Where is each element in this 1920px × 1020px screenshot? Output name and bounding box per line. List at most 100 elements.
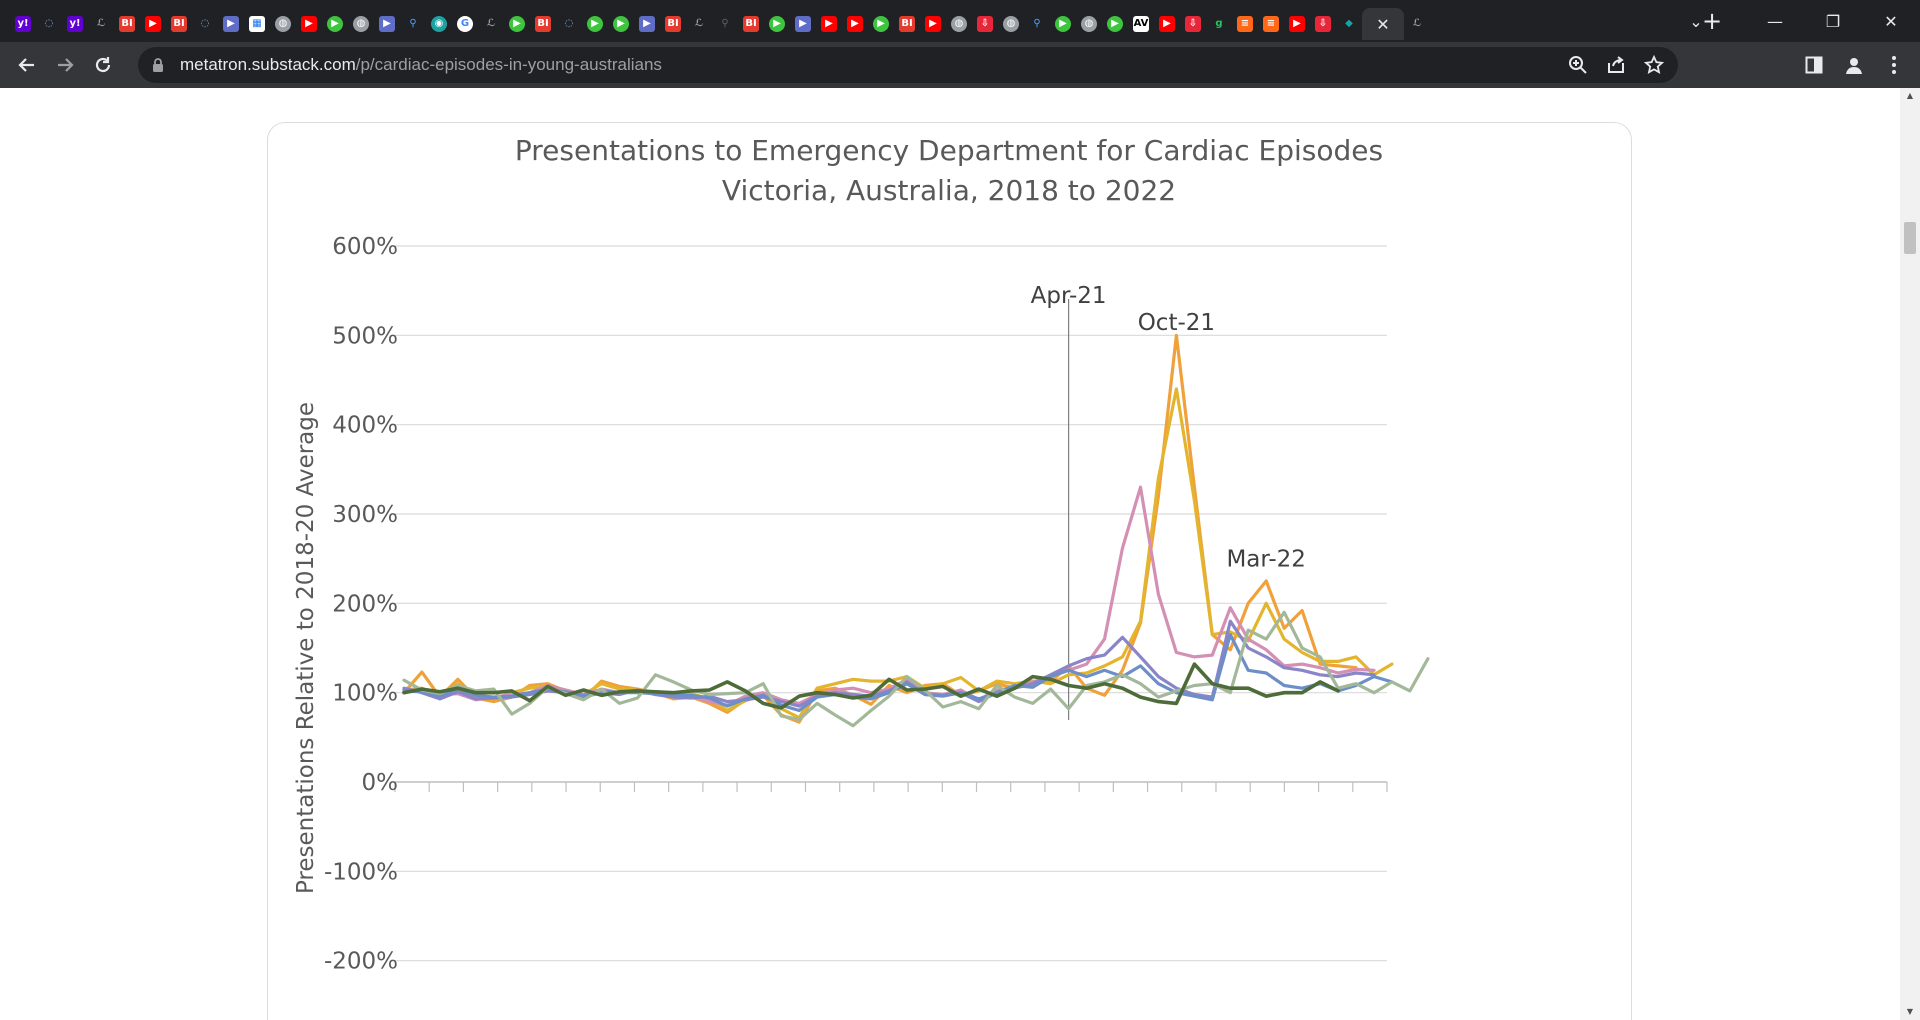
bookmark-icon: ≡ [1263,16,1279,32]
browser-tab[interactable]: ℒ [478,8,504,40]
browser-tab[interactable]: G [452,8,478,40]
browser-tab[interactable]: ◌ [36,8,62,40]
tab-list: y! ◌ y! ℒ BI ▶ BI ◌ ▶ ▦ ◍ ▶ ▶ ◍ ▶ ⚲ ◉ G ℒ ▶ BI ◌ ▶ ▶ ▶ BI ℒ ⚲ BI ▶ ▶ ▶ ▶… [0,0,1690,42]
series-line [402,485,1376,707]
browser-tab[interactable]: ▶ [1284,8,1310,40]
browser-tab[interactable]: g [1206,8,1232,40]
browser-tab[interactable]: BI [894,8,920,40]
globe-icon: ◍ [1003,16,1019,32]
browser-tab[interactable]: BI [530,8,556,40]
forward-arrow-icon [58,58,74,72]
browser-tab[interactable]: ◍ [998,8,1024,40]
bird-icon: ◆ [1341,16,1357,32]
series-line [402,662,1340,710]
browser-tab[interactable]: ▶ [1050,8,1076,40]
share-icon[interactable] [1606,55,1626,75]
browser-tab[interactable]: ◉ [426,8,452,40]
business-insider-icon: BI [899,16,915,32]
forward-button[interactable] [46,46,84,84]
reload-button[interactable] [84,46,122,84]
browser-tab[interactable]: ▦ [244,8,270,40]
url-text[interactable]: metatron.substack.com/p/cardiac-episodes… [180,55,662,75]
lock-icon[interactable] [152,58,166,72]
scroll-thumb[interactable] [1904,222,1916,254]
yahoo-icon: y! [67,16,83,32]
play-icon: ▶ [613,16,629,32]
browser-tab[interactable]: ⚲ [400,8,426,40]
browser-tab[interactable]: ▶ [374,8,400,40]
youtube-icon: ▶ [847,16,863,32]
vertical-scrollbar[interactable]: ▲ ▼ [1900,88,1920,1020]
browser-tab[interactable]: ▶ [322,8,348,40]
side-panel-icon[interactable] [1794,45,1834,85]
tab-search-chevron-down-icon[interactable]: ⌄ [1689,11,1703,31]
browser-tab[interactable]: BI [114,8,140,40]
browser-tab[interactable]: ℒ [1404,8,1430,40]
browser-tab[interactable]: BI [166,8,192,40]
new-tab-button[interactable]: + [1701,7,1723,35]
address-bar[interactable]: metatron.substack.com/p/cardiac-episodes… [138,47,1678,83]
browser-tab[interactable]: ▶ [868,8,894,40]
browser-tab[interactable]: ▶ [504,8,530,40]
scroll-up-arrow-icon[interactable]: ▲ [1906,91,1914,100]
globe-icon: ◍ [951,16,967,32]
browser-tab[interactable]: ▶ [582,8,608,40]
browser-tab[interactable]: ℒ [88,8,114,40]
browser-tab[interactable]: ◍ [946,8,972,40]
browser-tab[interactable]: ◌ [192,8,218,40]
google-icon: G [457,16,473,32]
menu-kebab-icon[interactable] [1874,45,1914,85]
youtube-icon: ▶ [821,16,837,32]
browser-tab[interactable]: y! [10,8,36,40]
browser-tab[interactable]: ▶ [140,8,166,40]
browser-tab[interactable]: ▶ [296,8,322,40]
browser-tab[interactable]: ▶ [764,8,790,40]
browser-tab[interactable]: ◌ [556,8,582,40]
browser-tab[interactable]: ▶ [842,8,868,40]
grid-icon: ▦ [249,16,265,32]
window-close-icon[interactable]: ✕ [1884,11,1898,31]
annotation-label: Apr-21 [1031,283,1107,309]
business-insider-icon: BI [665,16,681,32]
profile-avatar-icon[interactable] [1834,45,1874,85]
chart: Presentations to Emergency Department fo… [293,134,1430,975]
browser-tab[interactable]: ◍ [1076,8,1102,40]
browser-tab[interactable]: ⚲ [712,8,738,40]
browser-tab[interactable]: ▶ [816,8,842,40]
browser-tab[interactable]: ⚲ [1024,8,1050,40]
browser-tab[interactable]: ▶ [218,8,244,40]
browser-tab[interactable]: ℒ [686,8,712,40]
zoom-icon[interactable] [1568,55,1588,75]
business-insider-icon: BI [535,16,551,32]
close-icon[interactable]: ✕ [1376,14,1390,34]
browser-tab[interactable]: ◍ [348,8,374,40]
browser-tab[interactable]: ▶ [790,8,816,40]
browser-tab[interactable]: ≡ [1232,8,1258,40]
browser-tab[interactable]: ✕ [1362,8,1404,40]
youtube-icon: ▶ [925,16,941,32]
browser-tab[interactable]: AV [1128,8,1154,40]
browser-tab[interactable]: ⇩ [1180,8,1206,40]
browser-tab[interactable]: ▶ [634,8,660,40]
browser-tab[interactable]: y! [62,8,88,40]
browser-tab[interactable]: ≡ [1258,8,1284,40]
minimize-icon[interactable]: — [1767,11,1783,31]
restore-icon[interactable]: ❐ [1825,11,1841,31]
globe-icon: ◍ [1081,16,1097,32]
browser-tab[interactable]: BI [738,8,764,40]
youtube-icon: ▶ [1289,16,1305,32]
bookmark-star-icon[interactable] [1644,55,1664,75]
browser-tab[interactable]: BI [660,8,686,40]
browser-tab[interactable]: ▶ [920,8,946,40]
browser-tab[interactable]: ◆ [1336,8,1362,40]
browser-tab[interactable]: ▶ [1102,8,1128,40]
browser-tab[interactable]: ⇩ [1310,8,1336,40]
back-button[interactable] [8,46,46,84]
scroll-down-arrow-icon[interactable]: ▼ [1906,1007,1914,1016]
annotation-label: Mar-22 [1226,547,1306,573]
browser-tab[interactable]: ⇩ [972,8,998,40]
browser-tab[interactable]: ▶ [608,8,634,40]
browser-tab[interactable]: ◍ [270,8,296,40]
globe-icon: ◍ [353,16,369,32]
browser-tab[interactable]: ▶ [1154,8,1180,40]
